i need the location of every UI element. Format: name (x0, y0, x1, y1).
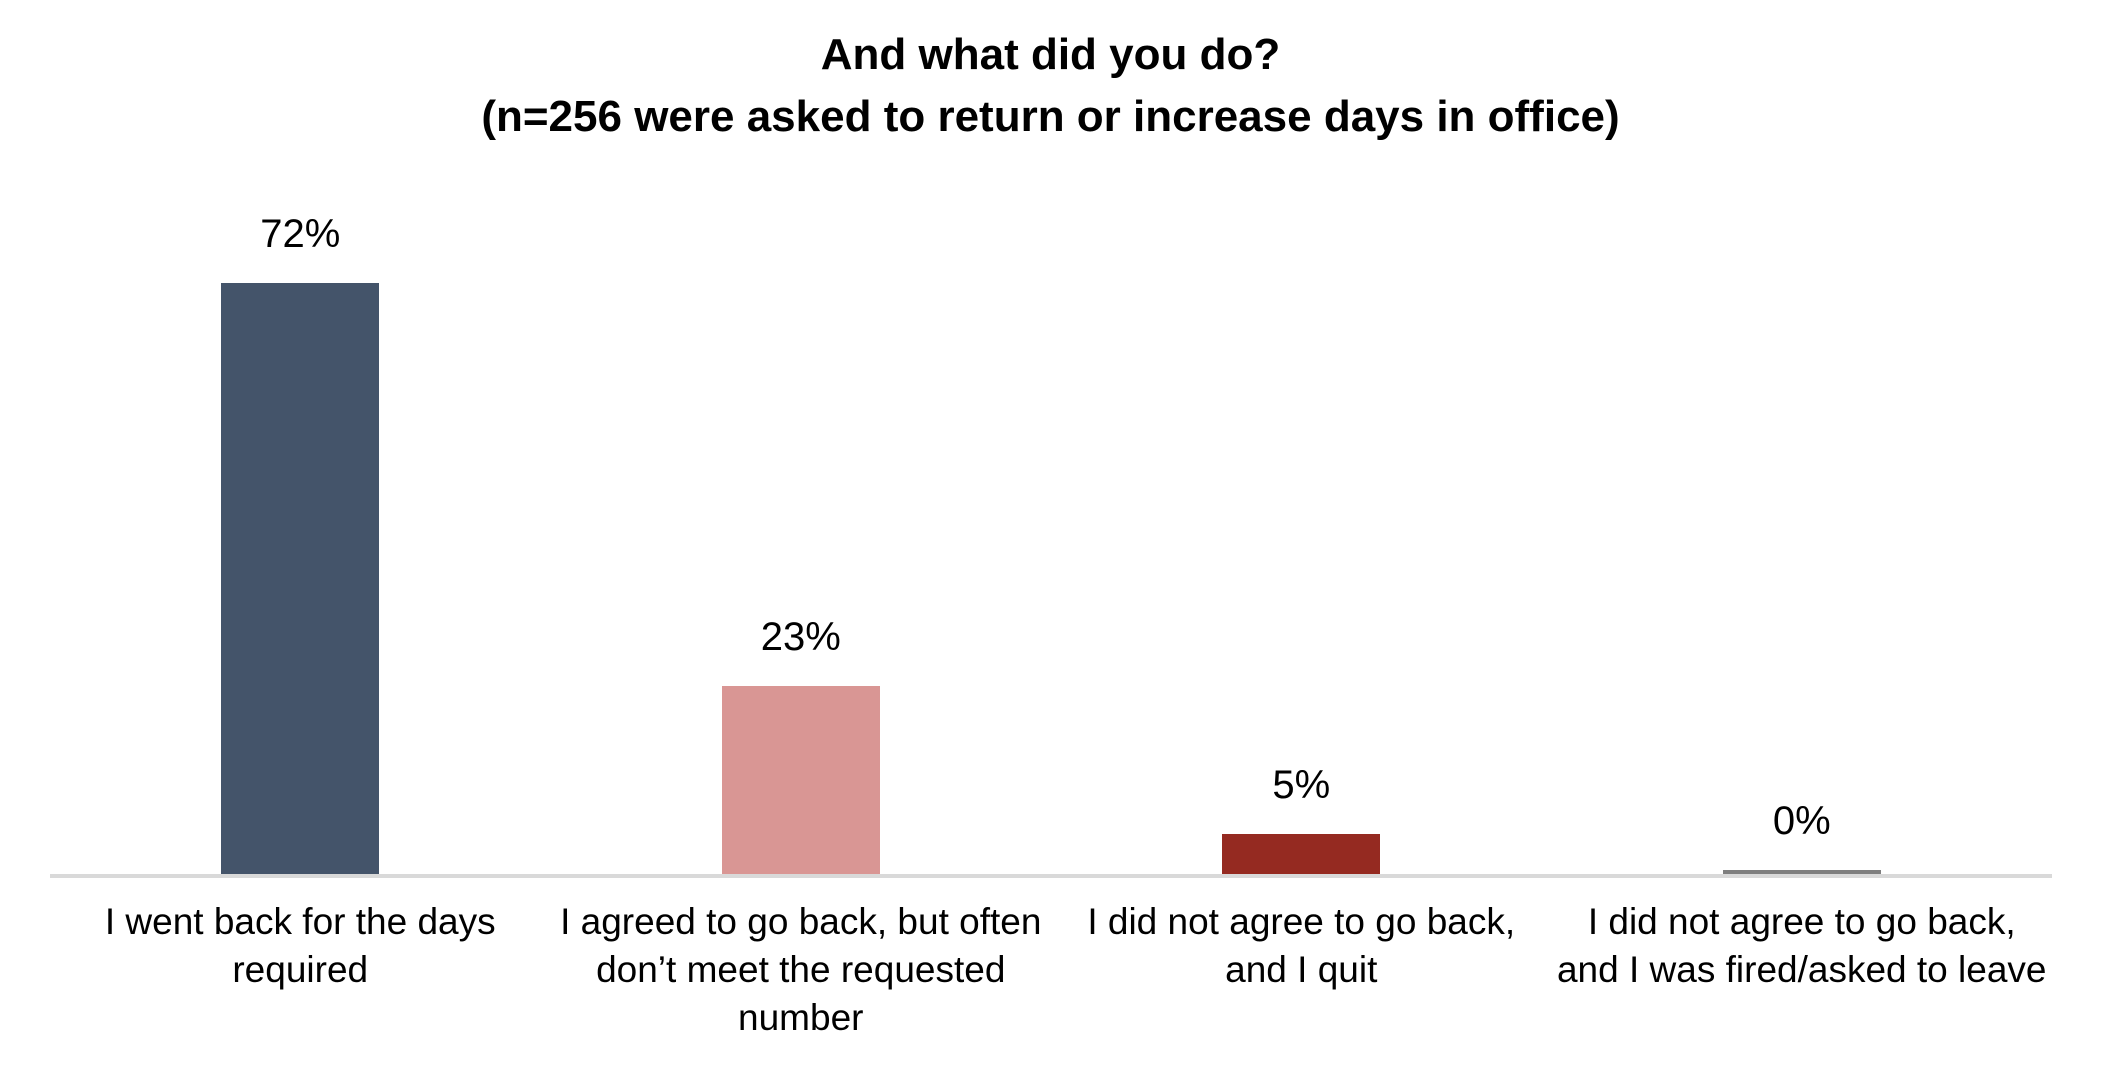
category-label: I went back for the days required (104, 901, 496, 990)
chart-title-line2: (n=256 were asked to return or increase … (481, 92, 1620, 141)
category-label: I did not agree to go back, and I was fi… (1556, 901, 2047, 990)
bar-group: 5% (1051, 763, 1552, 875)
bar (221, 283, 380, 875)
chart-title: And what did you do? (n=256 were asked t… (0, 24, 2101, 148)
chart-title-line1: And what did you do? (820, 30, 1281, 79)
bar-value-label: 72% (260, 212, 341, 256)
plot-area: 72% 23% 5% 0% (50, 180, 2052, 878)
bar-value-label: 0% (1772, 799, 1831, 843)
bar (721, 686, 880, 875)
category-label: I did not agree to go back, and I quit (1087, 901, 1516, 990)
category-label: I agreed to go back, but often don’t mee… (560, 901, 1042, 1038)
bar-columns: 72% 23% 5% 0% (50, 180, 2052, 875)
bar-group: 0% (1552, 799, 2053, 875)
bar-value-label: 5% (1272, 763, 1331, 807)
x-axis-line (50, 874, 2052, 878)
bar (1722, 870, 1881, 875)
category-axis-labels: I went back for the days required I agree… (50, 898, 2052, 1042)
bar-value-label: 23% (760, 615, 841, 659)
bar-group: 23% (551, 615, 1052, 875)
bar-group: 72% (50, 212, 551, 875)
bar (1222, 834, 1381, 875)
